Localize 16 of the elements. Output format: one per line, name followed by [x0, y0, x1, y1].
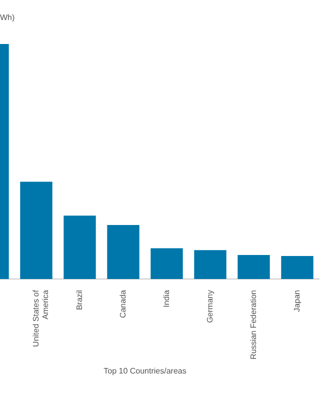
x-tick-label: United States of America	[31, 289, 50, 347]
bar	[194, 250, 226, 280]
bar	[150, 248, 183, 280]
bar	[20, 182, 52, 280]
x-tick-label: Japan	[292, 290, 302, 312]
x-tick-label: India	[162, 289, 171, 308]
x-tick-label: Canada	[118, 289, 128, 318]
bar	[238, 255, 270, 280]
bar	[107, 224, 140, 280]
x-tick-label: Brazil	[74, 290, 84, 310]
bar	[281, 256, 314, 280]
x-tick-label: Russian Federation	[248, 290, 258, 360]
chart-title: Wh)	[0, 13, 15, 22]
x-axis-title: Top 10 Countries/areas	[104, 366, 186, 376]
bar	[64, 216, 96, 280]
x-tick-label: Germany	[205, 290, 214, 323]
